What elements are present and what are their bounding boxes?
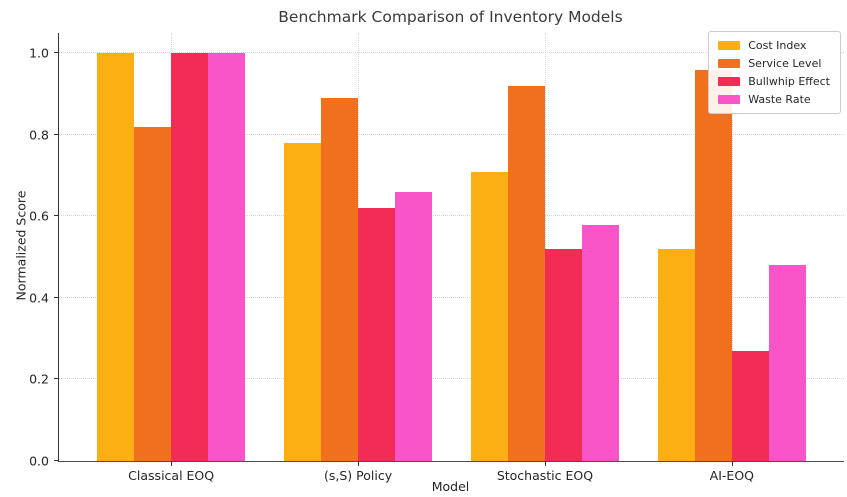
y-gridline xyxy=(59,378,844,380)
y-axis-label: Normalized Score xyxy=(13,190,29,301)
y-tick-mark xyxy=(54,215,59,217)
y-tick-mark xyxy=(54,460,59,461)
x-tick-mark xyxy=(731,461,733,466)
bar xyxy=(284,143,322,461)
legend-item: Waste Rate xyxy=(718,93,830,106)
bar xyxy=(657,249,695,461)
bar xyxy=(321,98,359,461)
y-gridline xyxy=(59,296,844,298)
x-tick-label: Stochastic EOQ xyxy=(496,468,594,483)
y-tick-label: 0.4 xyxy=(29,290,49,306)
y-tick-label: 0.0 xyxy=(29,453,49,469)
y-tick-label: 0.2 xyxy=(29,371,49,387)
y-gridline xyxy=(59,215,844,217)
x-tick-mark xyxy=(544,461,546,466)
x-tick-mark xyxy=(358,461,360,466)
y-gridline xyxy=(59,133,844,135)
bar xyxy=(768,265,806,461)
legend-label: Service Level xyxy=(748,57,822,70)
bar xyxy=(97,53,135,461)
legend-label: Cost Index xyxy=(748,39,807,52)
x-gridline xyxy=(731,33,733,461)
y-gridline xyxy=(59,52,844,54)
y-tick-mark xyxy=(54,52,59,54)
bar-group xyxy=(97,33,246,461)
plot-area: 0.0 0.2 0.4 0.6 0.8 1.0 Classical EOQ (s,S) Pol… xyxy=(29,33,844,483)
y-tick-mark xyxy=(54,296,59,298)
bar xyxy=(581,224,619,461)
bar xyxy=(134,126,172,461)
bar xyxy=(507,86,545,461)
x-tick-label: AI-EOQ xyxy=(709,468,755,483)
legend: Cost Index Service Level Bullwhip Effect Wa… xyxy=(708,31,841,114)
bar xyxy=(694,69,732,461)
legend-label: Bullwhip Effect xyxy=(748,75,830,88)
x-tick-mark xyxy=(171,461,173,466)
bar xyxy=(358,208,396,461)
x-tick-label: (s,S) Policy xyxy=(323,468,393,483)
y-tick-label: 0.8 xyxy=(29,127,49,143)
legend-item: Bullwhip Effect xyxy=(718,75,830,88)
bar xyxy=(208,53,246,461)
bar xyxy=(544,249,582,461)
bar xyxy=(731,350,769,461)
legend-swatch xyxy=(718,59,741,68)
legend-item: Cost Index xyxy=(718,39,830,52)
chart-title: Benchmark Comparison of Inventory Models xyxy=(278,8,623,26)
bar xyxy=(171,53,209,461)
y-tick-mark xyxy=(54,378,59,380)
legend-swatch xyxy=(718,41,741,50)
y-tick-label: 1.0 xyxy=(29,45,49,61)
y-tick-mark xyxy=(54,133,59,135)
bar xyxy=(395,191,433,461)
x-tick-label: Classical EOQ xyxy=(128,468,215,483)
x-axis-label: Model xyxy=(431,479,470,494)
legend-label: Waste Rate xyxy=(748,93,811,106)
bar-group xyxy=(470,33,619,461)
bar-group xyxy=(657,33,806,461)
x-gridline xyxy=(544,33,546,461)
bar-group xyxy=(284,33,433,461)
bar xyxy=(470,171,508,461)
legend-swatch xyxy=(718,77,741,86)
legend-swatch xyxy=(718,95,741,104)
y-tick-label: 0.6 xyxy=(29,208,49,224)
legend-item: Service Level xyxy=(718,57,830,70)
